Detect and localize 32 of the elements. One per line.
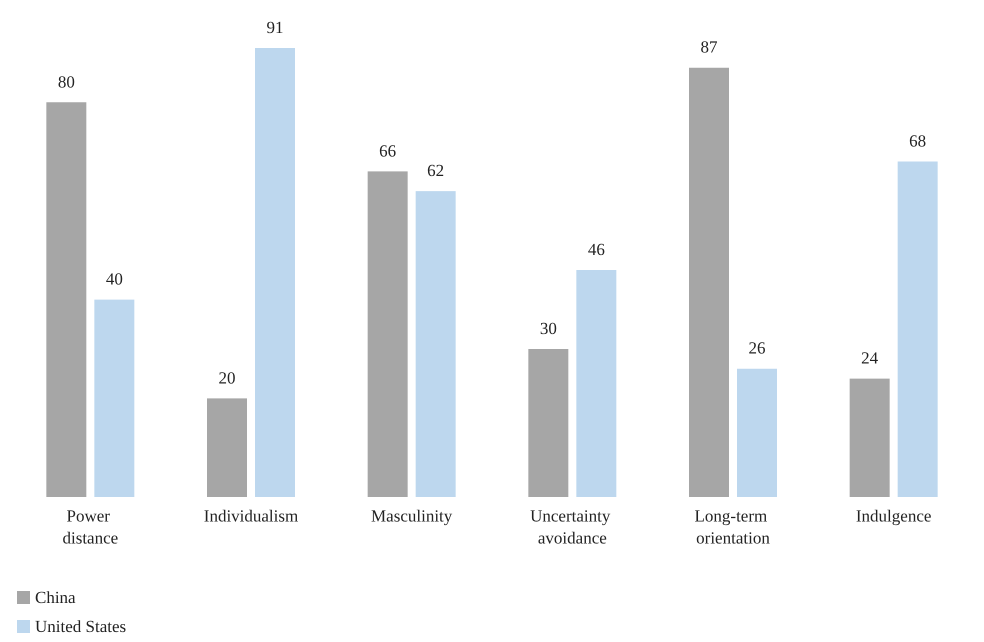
data-label: 91 [266,18,284,37]
bar [255,48,295,497]
bar [898,161,938,497]
bar [737,368,777,497]
bar [689,68,729,497]
bar [94,300,134,497]
data-label: 30 [540,318,557,338]
bar [576,270,616,497]
bar [46,102,86,497]
data-label: 62 [427,161,444,180]
data-label: 46 [588,240,605,260]
bar [528,348,568,497]
data-label: 87 [700,38,718,57]
bar [416,191,456,497]
data-label: 68 [909,131,926,150]
x-tick-label: Long-term orientation [694,506,772,548]
x-tick-label: Uncertainty avoidance [530,506,615,548]
x-tick-label: Individualism [204,506,298,526]
bar [368,171,408,497]
data-label: 24 [861,348,879,368]
x-tick-label: Indulgence [856,506,932,526]
data-label: 20 [218,368,236,388]
data-label: 66 [379,141,396,160]
data-label: 40 [106,270,123,289]
legend-label: United States [35,617,126,636]
bar [850,378,890,497]
data-label: 26 [748,338,766,358]
x-tick-label: Masculinity [371,506,453,526]
legend-label: China [35,588,76,607]
bar [207,398,247,497]
data-label: 80 [58,72,75,92]
x-tick-label: Power distance [62,506,118,548]
